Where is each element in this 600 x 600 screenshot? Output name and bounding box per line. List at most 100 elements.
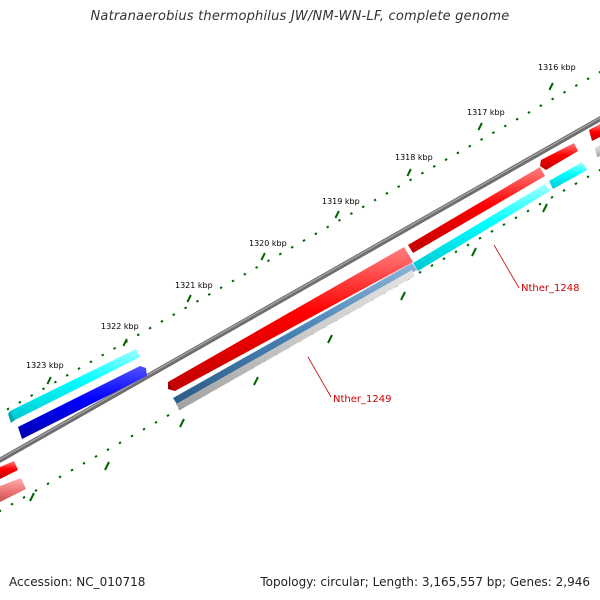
inner-minor-tick	[586, 175, 590, 179]
inner-minor-tick	[154, 420, 158, 424]
genome-stats-text: Topology: circular; Length: 3,165,557 bp…	[260, 575, 590, 589]
gene-steel-track[interactable]	[173, 263, 417, 406]
minor-tick	[148, 326, 152, 330]
gene-grey-corner[interactable]	[595, 145, 600, 157]
tick-labels: 1316 kbp 1317 kbp 1318 kbp 1319 kbp 1320 kbp…	[26, 63, 576, 370]
minor-tick	[539, 104, 543, 108]
minor-tick	[349, 212, 353, 216]
minor-tick	[598, 70, 600, 74]
gene-pink-lower-left[interactable]	[0, 478, 26, 502]
minor-tick	[195, 299, 199, 303]
minor-tick	[420, 171, 424, 175]
callout-nther-1248: Nther_1248	[493, 244, 579, 294]
inner-minor-tick	[490, 229, 494, 233]
callout-nther-1249: Nther_1249	[307, 356, 391, 405]
tick-label: 1322 kbp	[101, 322, 139, 331]
tick-label: 1323 kbp	[26, 361, 64, 370]
inner-minor-tick	[598, 168, 600, 172]
minor-tick	[503, 124, 507, 128]
tick-label: 1318 kbp	[395, 153, 433, 162]
major-tick	[186, 294, 192, 303]
inner-minor-tick	[442, 257, 446, 261]
major-tick	[334, 210, 340, 219]
major-tick	[260, 252, 266, 261]
major-tick	[477, 122, 483, 131]
minor-tick	[290, 245, 294, 249]
minor-tick	[491, 131, 495, 135]
gene-red-lower-left[interactable]	[0, 461, 18, 479]
inner-minor-tick	[46, 482, 50, 486]
minor-tick	[586, 77, 590, 81]
minor-tick	[278, 252, 282, 256]
gene-cyan-right[interactable]	[413, 162, 587, 271]
inner-minor-tick	[0, 509, 2, 513]
minor-tick	[65, 373, 69, 377]
minor-tick	[361, 205, 365, 209]
minor-tick	[231, 279, 235, 283]
tick-label: 1321 kbp	[175, 281, 213, 290]
gene-blue-left[interactable]	[18, 366, 147, 439]
minor-tick	[409, 178, 413, 182]
minor-tick	[551, 97, 555, 101]
inner-minor-tick	[106, 448, 110, 452]
tick-label: 1316 kbp	[538, 63, 576, 72]
inner-major-tick	[253, 376, 259, 386]
minor-tick	[480, 137, 484, 141]
gene-label-nther-1248[interactable]: Nther_1248	[521, 283, 579, 294]
inner-minor-tick	[562, 188, 566, 192]
minor-tick	[77, 367, 81, 371]
gene-red-upper-right[interactable]	[540, 143, 578, 170]
inner-major-tick	[471, 247, 477, 257]
major-tick	[548, 82, 554, 91]
minor-tick	[373, 198, 377, 202]
inner-minor-tick	[118, 441, 122, 445]
gene-nther-1248[interactable]	[408, 167, 545, 253]
inner-minor-tick	[82, 461, 86, 465]
minor-tick	[456, 151, 460, 155]
minor-tick	[89, 360, 93, 364]
minor-tick	[136, 333, 140, 337]
minor-tick	[113, 346, 117, 350]
inner-minor-tick	[502, 223, 506, 227]
accession-text: Accession: NC_010718	[9, 575, 146, 589]
gene-grey-track[interactable]	[176, 270, 415, 410]
minor-tick	[18, 400, 22, 404]
inner-minor-tick	[70, 468, 74, 472]
genome-backbone	[0, 115, 600, 464]
minor-tick	[172, 313, 176, 317]
minor-tick	[243, 272, 247, 276]
minor-tick	[255, 265, 259, 269]
minor-tick	[184, 306, 188, 310]
minor-tick	[527, 110, 531, 114]
minor-tick	[337, 218, 342, 222]
minor-tick	[574, 84, 578, 87]
minor-tick	[562, 90, 567, 94]
inner-minor-tick	[526, 209, 530, 213]
minor-tick	[6, 407, 10, 411]
gene-red-corner[interactable]	[589, 124, 600, 141]
minor-tick	[397, 185, 401, 189]
gene-cyan-left[interactable]	[8, 349, 140, 423]
inner-minor-tick	[454, 250, 458, 254]
tick-label: 1320 kbp	[249, 239, 287, 248]
inner-minor-tick	[466, 243, 470, 247]
inner-minor-tick	[478, 236, 482, 240]
minor-tick	[326, 225, 330, 229]
minor-tick	[432, 164, 436, 168]
inner-major-tick	[29, 492, 35, 502]
inner-minor-tick	[538, 202, 542, 206]
tick-label: 1319 kbp	[322, 197, 360, 206]
major-tick	[46, 376, 52, 385]
minor-tick	[302, 239, 306, 242]
inner-minor-tick	[58, 475, 62, 479]
major-tick	[122, 338, 128, 347]
inner-major-tick	[179, 418, 185, 428]
gene-nther-1249[interactable]	[168, 247, 413, 391]
gene-label-nther-1249[interactable]: Nther_1249	[333, 394, 391, 405]
minor-tick-dots	[6, 70, 600, 411]
minor-tick	[41, 387, 46, 391]
inner-minor-tick	[130, 434, 134, 438]
minor-tick	[266, 259, 271, 263]
inner-minor-tick	[418, 270, 422, 274]
